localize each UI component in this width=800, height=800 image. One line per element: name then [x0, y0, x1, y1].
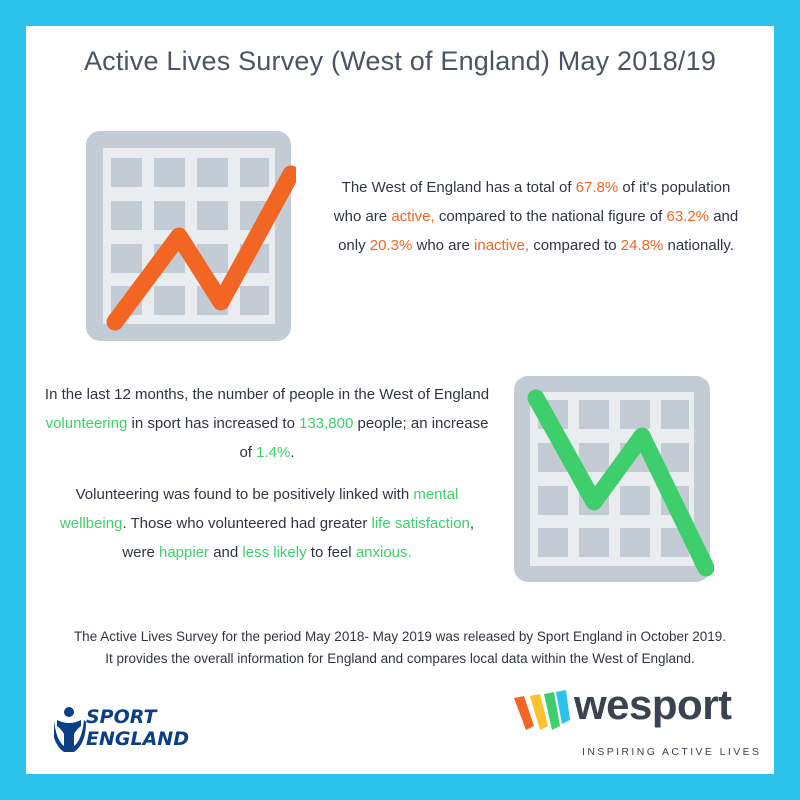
sport-england-wordmark: SPORT ENGLAND: [86, 706, 226, 750]
happier-label: happier: [159, 544, 210, 561]
text: Volunteering was found to be positively …: [75, 486, 414, 503]
footer-line-2: It provides the overall information for …: [105, 651, 695, 666]
less-likely-label: less likely: [242, 544, 307, 561]
life-satisfaction-label: life satisfaction: [371, 515, 470, 532]
infographic-card: Active Lives Survey (West of England) Ma…: [26, 26, 774, 774]
text: nationally.: [663, 237, 734, 254]
sport-england-logo: [54, 707, 86, 752]
wellbeing-paragraph: Volunteering was found to be positively …: [42, 480, 492, 567]
national-active-percentage: 63.2%: [666, 208, 710, 225]
sport-england-line-2: ENGLAND: [86, 728, 189, 750]
footer-line-1: The Active Lives Survey for the period M…: [73, 629, 727, 644]
wesport-logo-mark: [514, 690, 570, 730]
text: people; an increase of: [239, 415, 489, 461]
text: to feel: [306, 544, 356, 561]
text: compared to the national figure of: [434, 208, 667, 225]
increase-percentage: 1.4%: [256, 444, 291, 461]
text: and: [209, 544, 243, 561]
active-percentage: 67.8%: [575, 179, 619, 196]
text: , were: [122, 515, 475, 561]
wesport-tagline: INSPIRING ACTIVE LIVES: [582, 746, 762, 758]
active-stats-paragraph: The West of England has a total of 67.8%…: [326, 173, 746, 260]
text: .: [290, 444, 295, 461]
text: and only: [338, 208, 739, 254]
page-title: Active Lives Survey (West of England) Ma…: [83, 46, 717, 76]
mental-wellbeing-label: mental wellbeing: [59, 486, 459, 532]
inactive-label: inactive,: [474, 237, 530, 254]
chart-increasing-icon: [86, 131, 296, 341]
text: compared to: [529, 237, 621, 254]
anxious-label: anxious.: [355, 544, 412, 561]
text: of it's population who are: [333, 179, 731, 225]
inactive-percentage: 20.3%: [369, 237, 413, 254]
active-label: active,: [391, 208, 435, 225]
volunteer-count: 133,800: [299, 415, 354, 432]
chart-decreasing-icon: [514, 376, 714, 582]
text: In the last 12 months, the number of peo…: [44, 386, 490, 403]
text: in sport has increased to: [127, 415, 300, 432]
text: who are: [412, 237, 475, 254]
sport-england-line-1: SPORT: [86, 706, 157, 728]
text: The West of England has a total of: [341, 179, 576, 196]
volunteering-stats-paragraph: In the last 12 months, the number of peo…: [42, 380, 492, 467]
wesport-wordmark: wesport: [574, 681, 732, 728]
volunteering-label: volunteering: [45, 415, 128, 432]
footer-note: The Active Lives Survey for the period M…: [26, 626, 774, 670]
national-inactive-percentage: 24.8%: [620, 237, 664, 254]
text: . Those who volunteered had greater: [122, 515, 372, 532]
